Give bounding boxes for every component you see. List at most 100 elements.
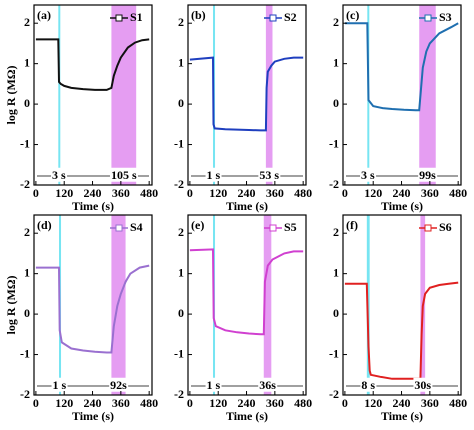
band-label: 105 s <box>111 168 137 182</box>
x-tick-label: 360 <box>421 186 439 200</box>
y-tick-label: -1 <box>329 136 339 150</box>
y-axis-label: log R (MΩ) <box>4 66 18 125</box>
x-tick-label: 0 <box>342 396 348 410</box>
panel-label: (c) <box>346 8 359 22</box>
legend-marker <box>115 14 123 22</box>
data-line <box>344 22 459 112</box>
x-tick-label: 120 <box>209 396 227 410</box>
y-axis-label: log R (MΩ) <box>4 276 18 335</box>
time-band <box>58 5 61 185</box>
y-tick-label: 0 <box>24 96 30 110</box>
x-tick-label: 360 <box>421 396 439 410</box>
band-label: 1 s <box>207 378 221 392</box>
label-bg <box>51 167 68 182</box>
x-tick-label: 240 <box>238 186 256 200</box>
panel-label: (b) <box>191 8 206 22</box>
x-tick-label: 0 <box>187 186 193 200</box>
x-tick-label: 480 <box>294 186 312 200</box>
x-tick-label: 120 <box>364 396 382 410</box>
label-bg <box>109 377 129 392</box>
panel-label: (e) <box>191 218 204 232</box>
x-tick-label: 0 <box>33 186 39 200</box>
legend-label: S4 <box>130 220 143 234</box>
label-bg <box>360 377 377 392</box>
label-bg <box>418 167 438 182</box>
y-tick-label: -2 <box>329 177 339 191</box>
y-tick-label: -2 <box>174 177 184 191</box>
data-line <box>35 264 150 354</box>
y-tick-label: -1 <box>329 346 339 360</box>
time-band <box>265 5 273 185</box>
panel-label: (f) <box>346 218 358 232</box>
band-label: 1 s <box>207 168 221 182</box>
legend-label: S3 <box>439 10 452 24</box>
band-label: 53 s <box>259 168 279 182</box>
panel-label: (d) <box>37 218 52 232</box>
x-axis-label: Time (s) <box>72 199 114 213</box>
x-tick-label: 240 <box>84 396 102 410</box>
x-tick-label: 120 <box>55 186 73 200</box>
y-tick-label: 2 <box>24 225 30 239</box>
x-axis-label: Time (s) <box>226 199 268 213</box>
legend-label: S2 <box>284 10 297 24</box>
x-axis-label: Time (s) <box>226 409 268 423</box>
band-label: 99s <box>419 168 436 182</box>
time-band <box>263 215 272 395</box>
y-tick-label: 2 <box>333 15 339 29</box>
x-tick-label: 360 <box>112 396 130 410</box>
band-label: 3 s <box>52 168 66 182</box>
x-tick-label: 360 <box>266 186 284 200</box>
band-label: 3 s <box>361 168 375 182</box>
legend-marker <box>115 224 123 232</box>
x-tick-label: 120 <box>55 396 73 410</box>
y-tick-label: 1 <box>24 55 30 69</box>
legend-label: S1 <box>130 10 143 24</box>
plot-frame <box>187 4 307 186</box>
band-label: 1 s <box>53 378 67 392</box>
y-tick-label: 2 <box>333 225 339 239</box>
y-tick-label: -2 <box>174 387 184 401</box>
band-label: 30s <box>414 378 431 392</box>
x-tick-label: 120 <box>364 186 382 200</box>
y-tick-label: 1 <box>178 55 184 69</box>
label-bg <box>258 167 281 182</box>
label-bg <box>258 377 278 392</box>
x-axis-label: Time (s) <box>72 409 114 423</box>
band-label: 92s <box>110 378 127 392</box>
y-tick-label: 2 <box>24 15 30 29</box>
y-tick-label: 0 <box>333 96 339 110</box>
y-tick-label: -2 <box>20 387 30 401</box>
y-tick-label: -1 <box>174 136 184 150</box>
x-tick-label: 240 <box>393 396 411 410</box>
x-axis-label: Time (s) <box>381 199 423 213</box>
plot-frame <box>342 214 462 396</box>
y-tick-label: 1 <box>333 265 339 279</box>
y-tick-label: 0 <box>178 306 184 320</box>
label-bg <box>205 167 222 182</box>
legend-marker <box>424 224 432 232</box>
y-tick-label: -1 <box>174 346 184 360</box>
band-label: 8 s <box>361 378 375 392</box>
x-tick-label: 360 <box>266 396 284 410</box>
data-line <box>35 38 150 91</box>
time-band <box>419 5 436 185</box>
legend-marker <box>269 224 277 232</box>
legend-label: S5 <box>284 220 297 234</box>
legend-marker <box>424 14 432 22</box>
label-bg <box>109 167 138 182</box>
x-tick-label: 0 <box>342 186 348 200</box>
y-tick-label: 0 <box>333 306 339 320</box>
y-tick-label: 1 <box>178 265 184 279</box>
x-tick-label: 480 <box>294 396 312 410</box>
x-tick-label: 240 <box>238 396 256 410</box>
y-tick-label: 0 <box>178 96 184 110</box>
x-tick-label: 480 <box>449 186 467 200</box>
band-label: 36s <box>259 378 276 392</box>
x-axis-label: Time (s) <box>381 409 423 423</box>
data-line <box>189 248 304 336</box>
plot-frame <box>187 214 307 396</box>
legend-marker <box>269 14 277 22</box>
x-tick-label: 0 <box>187 396 193 410</box>
time-band <box>111 5 137 185</box>
